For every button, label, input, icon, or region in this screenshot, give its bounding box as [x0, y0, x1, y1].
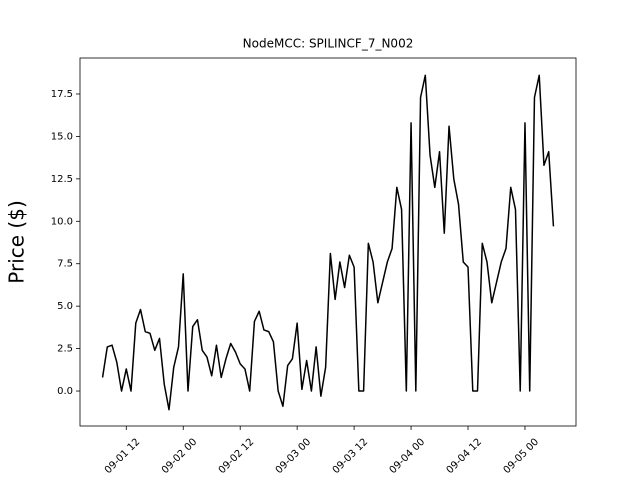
y-tick-label: 10.0 [51, 216, 73, 227]
x-tick-label: 09-03 00 [274, 437, 314, 477]
x-tick-label: 09-03 12 [331, 437, 371, 477]
y-tick-label: 17.5 [51, 89, 73, 100]
plot-frame [79, 57, 577, 427]
x-tick-label: 09-05 00 [502, 437, 542, 477]
y-tick-label: 2.5 [57, 344, 73, 355]
x-tick-label: 09-02 12 [217, 437, 257, 477]
x-tick-label: 09-04 00 [388, 437, 428, 477]
y-tick-label: 0.0 [57, 386, 73, 397]
y-tick-label: 12.5 [51, 174, 73, 185]
chart-title: NodeMCC: SPILINCF_7_N002 [243, 37, 414, 51]
y-axis-label: Price ($) [5, 200, 29, 283]
price-line [101, 74, 555, 411]
y-tick-label: 5.0 [57, 301, 73, 312]
x-tick-label: 09-01 12 [103, 437, 143, 477]
y-tick-label: 15.0 [51, 131, 73, 142]
x-tick-label: 09-02 00 [160, 437, 200, 477]
x-tick-label: 09-04 12 [445, 437, 485, 477]
y-tick-label: 7.5 [57, 259, 73, 270]
